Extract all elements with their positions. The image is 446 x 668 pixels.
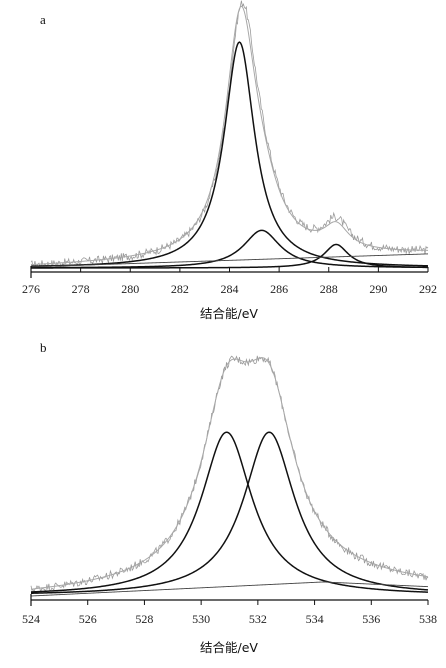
panel-b-x-ticks: 524 526 528 530 532 534 536 538	[22, 600, 437, 626]
panel-b-x-tick-label: 534	[306, 612, 324, 626]
panel-b-x-tick-label: 536	[362, 612, 380, 626]
panel-b-x-tick-label: 524	[22, 612, 40, 626]
panel-a-plot-area	[30, 0, 429, 269]
panel-b-series-raw	[30, 355, 429, 594]
panel-a-x-ticks: 276 278 280 282 284 286 288 290 292	[22, 267, 437, 296]
panel-b-x-tick-label: 526	[79, 612, 97, 626]
panel-a-x-tick-label: 292	[419, 282, 437, 296]
panel-a-x-tick-label: 288	[320, 282, 338, 296]
panel-b-x-tick-label: 532	[249, 612, 267, 626]
panel-a-x-tick-label: 286	[270, 282, 288, 296]
panel-b-x-tick-label: 538	[419, 612, 437, 626]
panel-a-x-tick-label: 280	[121, 282, 139, 296]
panel-a-x-tick-label: 282	[171, 282, 189, 296]
panel-a-label: a	[40, 12, 46, 27]
panel-b-series-background	[30, 581, 429, 597]
panel-a-x-tick-label: 276	[22, 282, 40, 296]
panel-a-x-tick-label: 278	[72, 282, 90, 296]
panel-a-chart: a 276 278 280 282 284 286 288 290 292 结合能/eV	[22, 0, 437, 321]
panel-b-x-tick-label: 530	[192, 612, 210, 626]
panel-a-series-background	[30, 253, 429, 268]
panel-b-label: b	[40, 340, 47, 355]
panel-a-x-axis-title: 结合能/eV	[200, 306, 258, 321]
panel-a-series-component-284.4	[30, 41, 429, 267]
panel-a-series-fit-envelope	[30, 5, 429, 266]
panel-a-x-tick-label: 290	[369, 282, 387, 296]
panel-a-x-tick-label: 284	[221, 282, 239, 296]
panel-b-x-axis-title: 结合能/eV	[200, 640, 258, 655]
panel-b-plot-area	[30, 355, 429, 597]
panel-a-series-raw	[30, 0, 429, 269]
panel-b-x-tick-label: 528	[135, 612, 153, 626]
panel-b-series-component-530.9	[30, 431, 429, 593]
panel-b-series-component-532.4	[30, 431, 429, 594]
panel-b-series-fit-envelope	[30, 357, 429, 590]
panel-b-chart: b 524 526 528 530 532 534 536 538 结合能/eV	[22, 340, 437, 655]
